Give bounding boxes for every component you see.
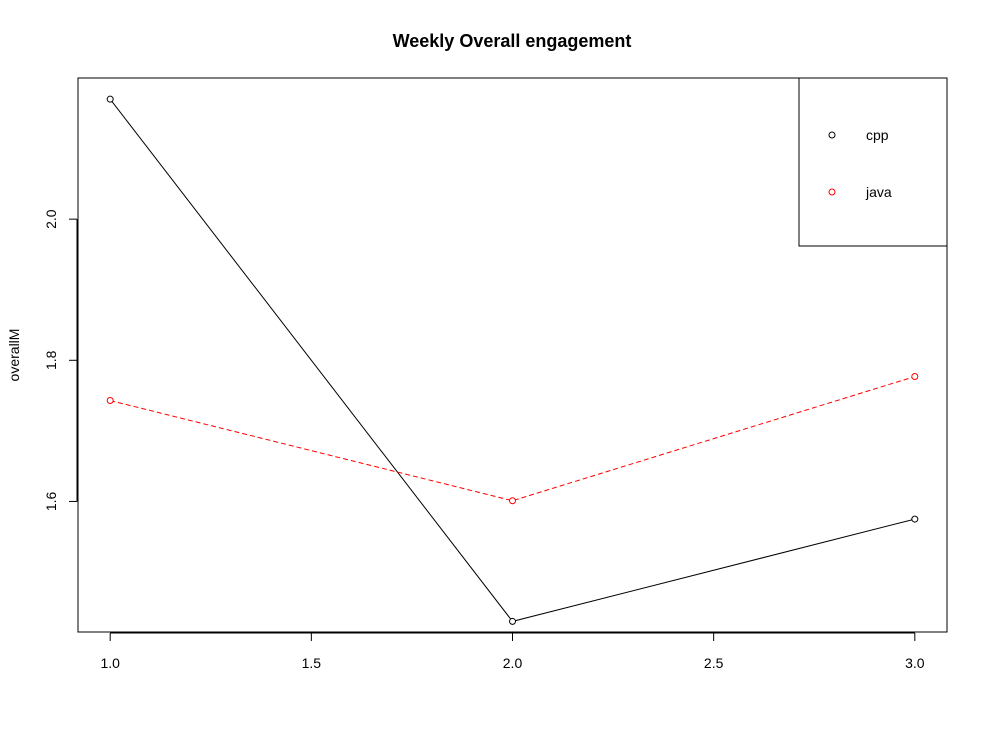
y-tick-label: 1.6 — [43, 491, 59, 511]
x-axis: 1.0 1.5 2.0 2.5 3.0 — [100, 632, 925, 671]
y-axis-label: overallM — [6, 329, 22, 382]
data-point-java — [509, 497, 516, 505]
y-tick-label: 2.0 — [43, 209, 59, 229]
y-tick-label: 1.8 — [43, 350, 59, 370]
y-axis: 1.6 1.8 2.0 — [43, 209, 78, 511]
legend-box — [798, 77, 948, 247]
series-layer — [106, 95, 919, 625]
data-point-java — [911, 373, 919, 381]
chart-title: Weekly Overall engagement — [393, 31, 632, 51]
plot-frame — [77, 77, 948, 633]
legend: cpp java — [798, 77, 948, 247]
legend-label-java: java — [865, 184, 892, 200]
data-point-cpp — [911, 515, 919, 523]
x-tick-label: 1.0 — [100, 655, 120, 671]
series-java — [106, 373, 919, 505]
series-cpp — [106, 95, 919, 625]
data-point-cpp — [509, 617, 516, 625]
series-line-cpp — [109, 98, 915, 622]
data-point-java — [106, 397, 114, 405]
series-line-java — [110, 376, 915, 502]
legend-label-cpp: cpp — [866, 127, 889, 143]
x-tick-label: 3.0 — [905, 655, 925, 671]
legend-marker-cpp — [828, 131, 836, 139]
legend-marker-java — [828, 188, 836, 196]
x-tick-label: 2.5 — [704, 655, 724, 671]
x-tick-label: 1.5 — [302, 655, 322, 671]
x-tick-label: 2.0 — [503, 655, 523, 671]
data-point-cpp — [106, 95, 114, 103]
